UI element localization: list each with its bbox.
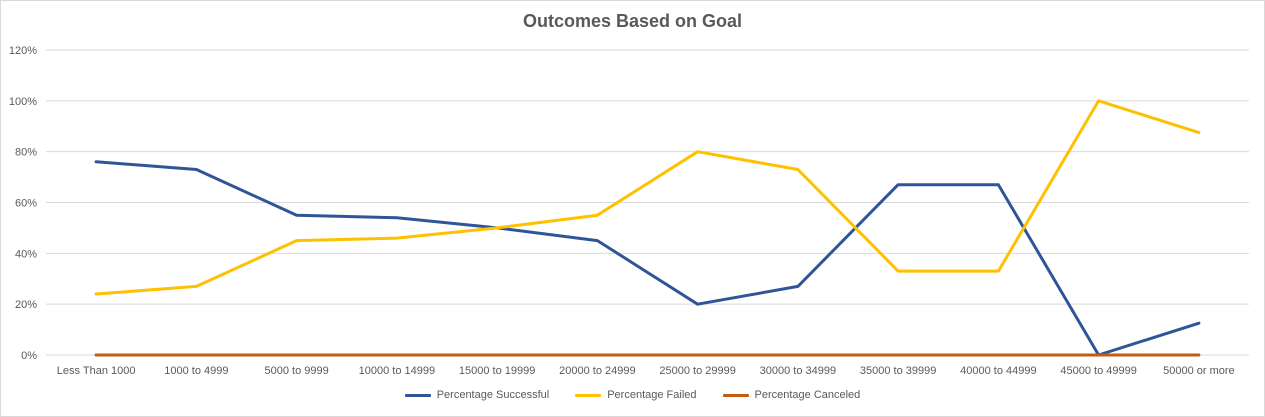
y-tick-label: 40% xyxy=(15,248,37,260)
y-tick-label: 120% xyxy=(9,45,37,57)
legend-label: Percentage Canceled xyxy=(754,389,861,401)
legend-swatch xyxy=(575,393,602,397)
x-tick-label: 20000 to 24999 xyxy=(559,365,635,377)
x-tick-label: 35000 to 39999 xyxy=(860,365,936,377)
legend-swatch xyxy=(722,393,749,397)
chart-title: Outcomes Based on Goal xyxy=(522,11,743,31)
legend-item-1: Percentage Failed xyxy=(575,389,697,401)
chart-legend: Percentage Successful Percentage Failed Pe… xyxy=(1,389,1264,401)
y-tick-label: 80% xyxy=(15,147,37,159)
series-line-1 xyxy=(94,99,1201,296)
x-tick-label: Less Than 1000 xyxy=(57,365,136,377)
x-tick-label: 5000 to 9999 xyxy=(265,365,329,377)
y-tick-label: 100% xyxy=(9,96,37,108)
x-tick-label: 15000 to 19999 xyxy=(459,365,535,377)
y-tick-label: 60% xyxy=(15,198,37,210)
legend-label: Percentage Failed xyxy=(607,389,697,401)
x-tick-label: 1000 to 4999 xyxy=(164,365,228,377)
y-tick-label: 20% xyxy=(15,299,37,311)
legend-label: Percentage Successful xyxy=(436,389,550,401)
x-tick-label: 50000 or more xyxy=(1163,365,1235,377)
x-tick-label: 25000 to 29999 xyxy=(659,365,735,377)
x-tick-label: 10000 to 14999 xyxy=(359,365,435,377)
legend-item-0: Percentage Successful xyxy=(404,389,550,401)
y-tick-label: 0% xyxy=(21,350,37,362)
x-tick-label: 30000 to 34999 xyxy=(760,365,836,377)
series-line-0 xyxy=(94,160,1201,357)
legend-item-2: Percentage Canceled xyxy=(722,389,861,401)
x-tick-label: 45000 to 49999 xyxy=(1060,365,1136,377)
x-tick-label: 40000 to 44999 xyxy=(960,365,1036,377)
legend-swatch xyxy=(404,393,431,397)
